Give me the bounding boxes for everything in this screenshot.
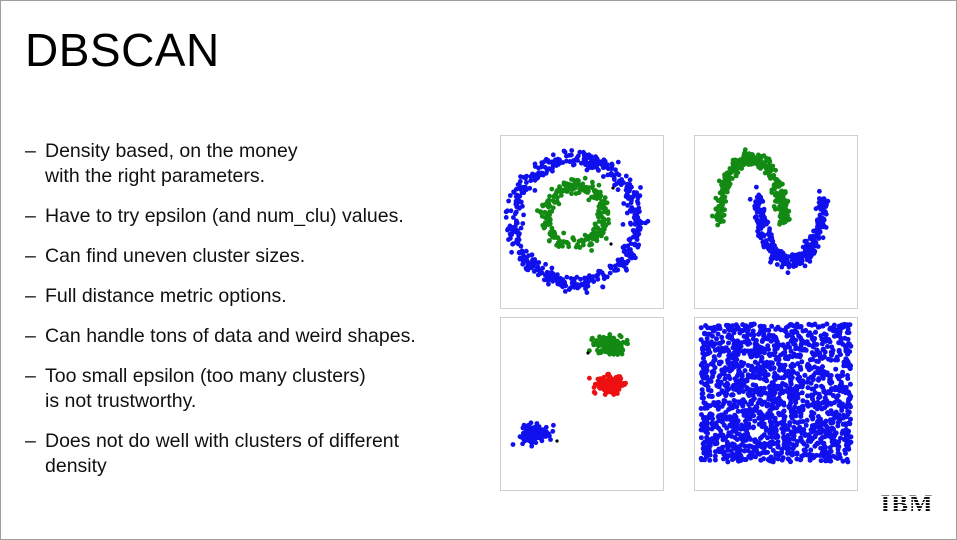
bullet-item: – Full distance metric options. [25,284,475,309]
bullet-dash: – [25,245,36,267]
bullet-dash: – [25,430,36,452]
bullet-text: Can find uneven cluster sizes. [45,245,306,267]
bullet-text: with the right parameters. [45,165,266,187]
svg-text:IBM: IBM [881,491,934,515]
bullet-dash: – [25,365,36,387]
bullet-text: is not trustworthy. [45,390,197,412]
bullet-text: Does not do well with clusters of differ… [45,430,400,452]
bullet-dash: – [25,285,36,307]
bullet-text: Too small epsilon (too many clusters) [45,365,366,387]
bullet-item: – Have to try epsilon (and num_clu) value… [25,204,475,229]
bullet-dash: – [25,205,36,227]
moons-plot [694,135,858,309]
bullet-item: – Can find uneven cluster sizes. [25,244,475,269]
bullet-text: density [45,455,107,477]
uniform-plot [694,317,858,491]
ibm-logo: IBM [881,491,934,515]
blobs-plot [500,317,664,491]
slide-title: DBSCAN [25,24,220,76]
bullet-dash: – [25,140,36,162]
bullet-dash: – [25,325,36,347]
bullet-text: Density based, on the money [45,140,298,162]
bullet-text: Have to try epsilon (and num_clu) values… [45,205,404,227]
bullet-item: – Density based, on the money with the rig… [25,139,475,189]
bullet-item: – Does not do well with clusters of diffe… [25,429,475,479]
bullet-text: Can handle tons of data and weird shapes… [45,325,416,347]
bullet-list: – Density based, on the money with the rig… [25,139,475,494]
circles-plot [500,135,664,309]
bullet-item: – Too small epsilon (too many clusters) is… [25,364,475,414]
bullet-text: Full distance metric options. [45,285,287,307]
bullet-item: – Can handle tons of data and weird shape… [25,324,475,349]
